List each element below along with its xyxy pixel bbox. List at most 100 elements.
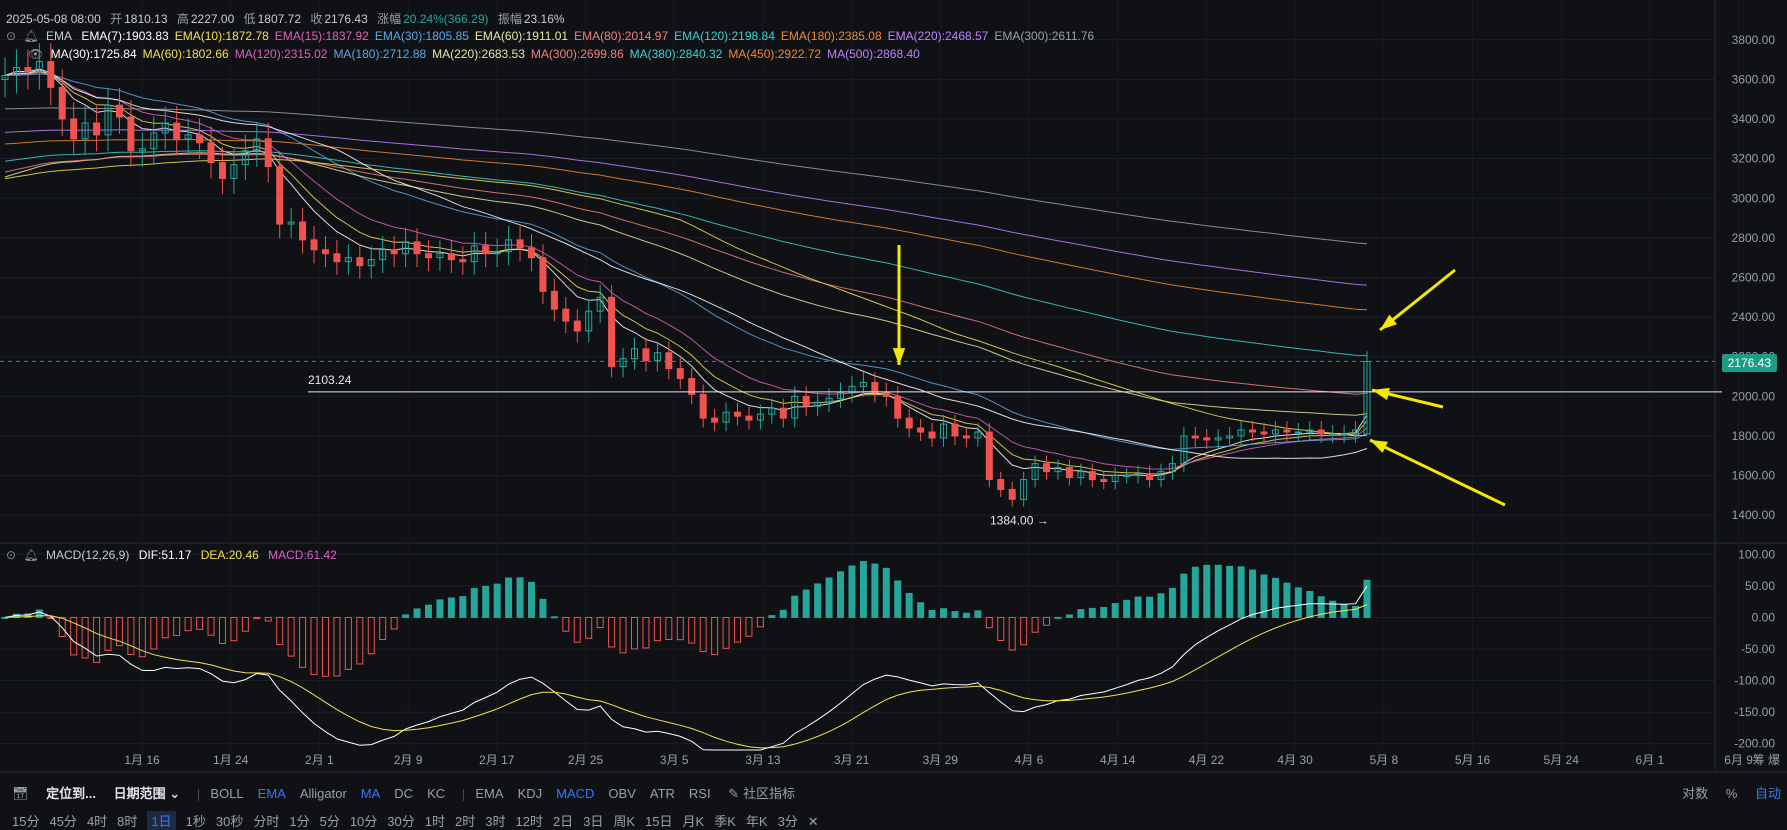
- interval-3分[interactable]: 3分: [777, 814, 798, 829]
- candle-body: [516, 239, 524, 249]
- close-label: 收: [310, 12, 323, 26]
- macd-histogram-bar: [321, 616, 329, 677]
- interval-3时[interactable]: 3时: [485, 814, 506, 829]
- macd-histogram-bar: [115, 616, 123, 647]
- macd-histogram-bar: [825, 577, 833, 618]
- macd-histogram-bar: [814, 583, 822, 618]
- candle-body: [104, 104, 112, 136]
- date-axis-tick: 1月 24: [213, 753, 249, 767]
- overlay-kc[interactable]: KC: [427, 786, 446, 801]
- bell-icon[interactable]: 🔔︎: [23, 29, 39, 43]
- interval-3日[interactable]: 3日: [583, 814, 604, 829]
- interval-年K[interactable]: 年K: [745, 814, 768, 829]
- indicator-atr[interactable]: ATR: [649, 786, 675, 801]
- price-axis-tick: 1800.00: [1732, 429, 1776, 443]
- interval-5分[interactable]: 5分: [319, 814, 340, 829]
- overlay-alligator[interactable]: Alligator: [299, 786, 347, 801]
- macd-histogram-bar: [688, 616, 696, 644]
- macd-histogram-bar: [550, 616, 558, 619]
- open-value: 1810.13: [124, 12, 168, 26]
- interval-30分[interactable]: 30分: [387, 814, 415, 829]
- locate-button[interactable]: 定位到...: [46, 786, 96, 801]
- candle-body: [150, 132, 158, 150]
- candle-body: [287, 221, 295, 225]
- collapse-icon[interactable]: ⊙: [6, 29, 17, 43]
- log-scale-button[interactable]: 对数: [1682, 786, 1709, 801]
- macd-histogram-bar: [940, 608, 948, 618]
- date-range-button[interactable]: 日期范围 ⌄: [114, 783, 181, 802]
- macd-histogram-bar: [161, 616, 169, 639]
- macd-value: MACD:61.42: [268, 548, 337, 562]
- candle-body: [344, 257, 352, 263]
- indicator-rsi[interactable]: RSI: [688, 786, 711, 801]
- macd-histogram-bar: [630, 616, 638, 650]
- interval-1分[interactable]: 1分: [289, 814, 310, 829]
- overlay-ma[interactable]: MA: [360, 786, 381, 801]
- eye-icon[interactable]: 👁︎: [28, 47, 44, 61]
- macd-histogram-bar: [928, 609, 936, 618]
- interval-30秒[interactable]: 30秒: [215, 814, 244, 829]
- indicator-macd[interactable]: MACD: [556, 786, 595, 801]
- macd-histogram-bar: [1214, 564, 1222, 618]
- interval-1日[interactable]: 1日: [147, 811, 176, 830]
- interval-季K[interactable]: 季K: [714, 814, 736, 829]
- macd-histogram-bar: [344, 616, 352, 670]
- candle-body: [1329, 433, 1337, 436]
- candle-body: [562, 308, 570, 322]
- date-axis-tick: 3月 21: [834, 753, 870, 767]
- candle-body: [1031, 463, 1039, 481]
- macd-histogram-bar: [974, 610, 982, 618]
- macd-histogram-bar: [447, 597, 455, 618]
- annotation-arrow-down-head: [892, 348, 906, 365]
- overlay-boll[interactable]: BOLL: [210, 786, 244, 801]
- interval-12时[interactable]: 12时: [515, 814, 543, 829]
- ema-legend-title[interactable]: EMA: [45, 29, 72, 43]
- price-axis-tick: 3800.00: [1732, 33, 1776, 47]
- overlay-ema[interactable]: EMA: [257, 786, 286, 801]
- candle-body: [47, 61, 55, 88]
- price-axis-tick: 3200.00: [1732, 152, 1776, 166]
- interval-15分[interactable]: 15分: [12, 814, 40, 829]
- macd-legend-title[interactable]: MACD(12,26,9): [45, 548, 130, 562]
- macd-histogram-bar: [93, 616, 101, 663]
- macd-histogram-bar: [527, 581, 535, 618]
- interval-1时[interactable]: 1时: [424, 814, 445, 829]
- macd-histogram-bar: [104, 616, 112, 651]
- indicator-kdj[interactable]: KDJ: [517, 786, 543, 801]
- indicator-obv[interactable]: OBV: [608, 786, 636, 801]
- macd-histogram-bar: [58, 616, 66, 638]
- macd-histogram-bar: [287, 616, 295, 657]
- interval-4时[interactable]: 4时: [86, 814, 108, 829]
- candle-body: [1157, 471, 1165, 481]
- macd-histogram-bar: [150, 616, 158, 650]
- auto-scale-button[interactable]: 自动: [1754, 786, 1781, 801]
- candle-body: [608, 296, 616, 368]
- candle-body: [1100, 479, 1108, 483]
- interval-15日[interactable]: 15日: [645, 814, 673, 829]
- ma-legend-item: MA(450):2922.72: [728, 47, 822, 61]
- interval-分时[interactable]: 分时: [253, 814, 280, 829]
- collapse-icon[interactable]: ⊙: [6, 548, 17, 562]
- bell-icon[interactable]: 🔔︎: [23, 548, 39, 562]
- interval-1秒[interactable]: 1秒: [185, 814, 206, 829]
- interval-8时[interactable]: 8时: [117, 814, 138, 829]
- interval-45分[interactable]: 45分: [49, 814, 77, 829]
- candle-body: [253, 138, 261, 152]
- community-indicators-button[interactable]: ✎ 社区指标: [728, 783, 795, 802]
- price-axis-tick: 2000.00: [1732, 389, 1776, 403]
- interval-2日[interactable]: 2日: [552, 814, 574, 829]
- candle-body: [779, 407, 787, 419]
- interval-周K[interactable]: 周K: [613, 814, 636, 829]
- interval-2时[interactable]: 2时: [455, 814, 476, 829]
- close-icon[interactable]: ✕: [807, 814, 819, 829]
- interval-10分[interactable]: 10分: [349, 814, 378, 829]
- overlay-dc[interactable]: DC: [394, 786, 414, 801]
- interval-月K[interactable]: 月K: [682, 814, 705, 829]
- calendar-icon[interactable]: 📅︎: [12, 786, 29, 801]
- macd-histogram-bar: [1065, 614, 1073, 618]
- ema-legend-item: EMA(10):1872.78: [174, 29, 269, 43]
- indicator-ema[interactable]: EMA: [475, 786, 504, 801]
- percent-scale-button[interactable]: %: [1725, 786, 1738, 801]
- macd-histogram-bar: [1031, 616, 1039, 633]
